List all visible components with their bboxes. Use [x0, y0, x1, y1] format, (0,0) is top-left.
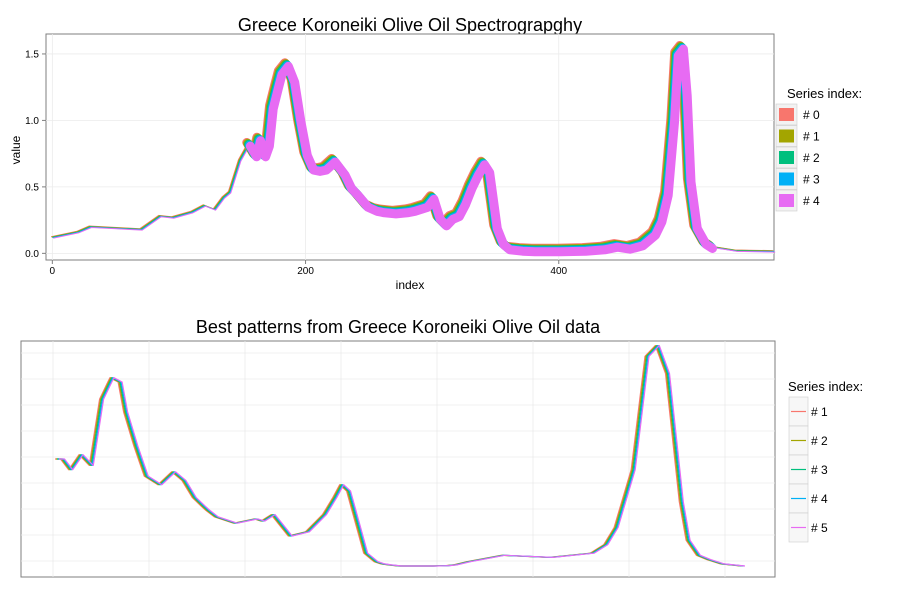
top-chart-series-highlight-4 [245, 44, 717, 257]
bottom-chart-legend-label: # 5 [811, 521, 828, 535]
top-chart-legend-key [779, 172, 794, 186]
top-chart-x-tick-label: 400 [550, 266, 567, 277]
bottom-chart-legend-label: # 1 [811, 405, 828, 419]
top-chart-legend: Series index: # 0 # 1 # 2 # 3 # 4 [775, 86, 862, 212]
top-chart-x-axis-label: index [396, 278, 425, 292]
top-chart-title: Greece Koroneiki Olive Oil Spectrograpgh… [238, 15, 582, 35]
bottom-chart-series-line-3 [58, 345, 745, 567]
top-chart-y-tick-label: 0.0 [25, 249, 39, 260]
bottom-chart-series-line-2 [57, 345, 744, 567]
top-chart-y-tick-label: 1.0 [25, 116, 39, 127]
top-chart: Greece Koroneiki Olive Oil Spectrograpgh… [9, 15, 862, 292]
top-chart-legend-key [779, 194, 794, 207]
bottom-chart-legend: Series index: # 1 # 2 # 3 # 4 # 5 [788, 379, 863, 543]
top-chart-legend-key [779, 108, 794, 121]
bottom-chart-legend-label: # 2 [811, 434, 828, 448]
bottom-chart-legend-title: Series index: [788, 379, 863, 394]
top-chart-legend-label: # 4 [803, 194, 820, 208]
bottom-chart-plot-area [20, 340, 776, 578]
top-chart-plot-area: 0 200 400 0.0 0.5 1.0 1.5 [25, 33, 776, 277]
bottom-chart-series-line-0 [55, 345, 742, 567]
top-chart-legend-key [779, 129, 794, 143]
bottom-chart-title: Best patterns from Greece Koroneiki Oliv… [196, 317, 601, 337]
top-chart-legend-label: # 0 [803, 108, 820, 122]
bottom-chart-series-line-1 [56, 345, 743, 567]
top-chart-y-tick-label: 1.5 [25, 49, 39, 60]
top-chart-legend-label: # 3 [803, 173, 820, 187]
top-chart-legend-key [779, 151, 794, 164]
top-chart-y-tick-label: 0.5 [25, 182, 39, 193]
bottom-chart-panel-border [20, 340, 776, 578]
bottom-chart: Best patterns from Greece Koroneiki Oliv… [20, 317, 863, 578]
top-chart-y-axis-label: value [9, 135, 23, 164]
bottom-chart-legend-label: # 4 [811, 492, 828, 506]
top-chart-legend-label: # 1 [803, 130, 820, 144]
bottom-chart-legend-label: # 3 [811, 463, 828, 477]
top-chart-x-tick-label: 0 [50, 266, 56, 277]
top-chart-legend-label: # 2 [803, 151, 820, 165]
top-chart-legend-title: Series index: [787, 86, 862, 101]
bottom-chart-series-line-4 [59, 345, 746, 567]
top-chart-x-tick-label: 200 [297, 266, 314, 277]
